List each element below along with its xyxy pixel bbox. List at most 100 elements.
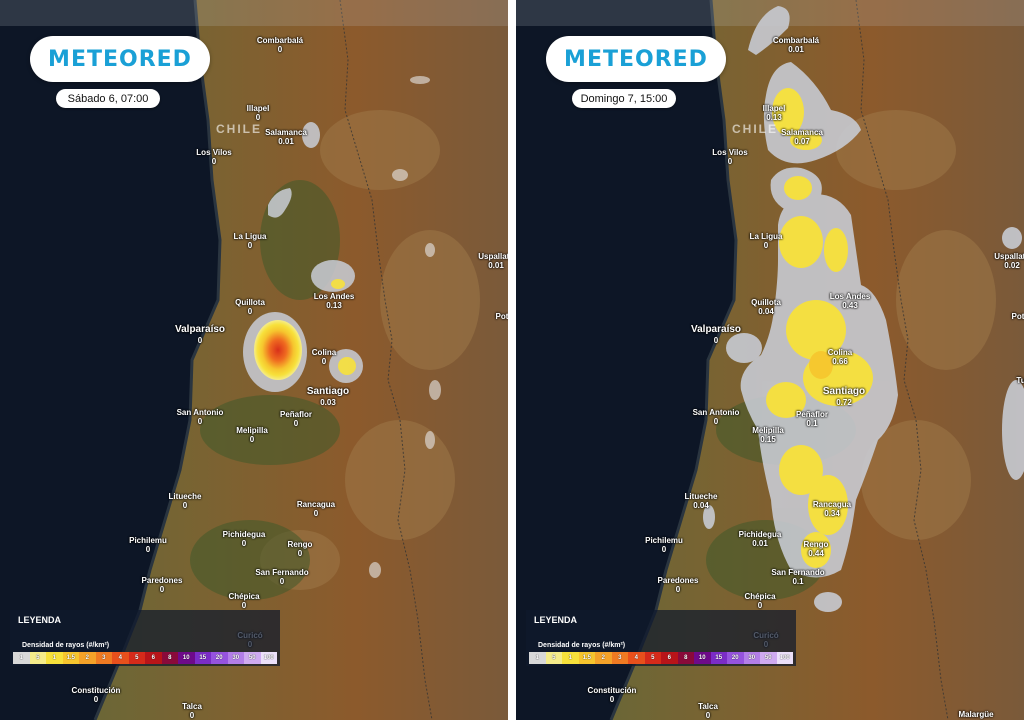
legend-swatch: 1 [46,652,63,664]
place-label: Quillota 0.04 [751,298,781,316]
place-name: Uspallata [478,252,508,261]
place-name: San Antonio [692,408,740,417]
legend-subtitle: Densidad de rayos (#/km²) [538,642,626,649]
place-value: 0.66 [832,357,848,366]
legend-swatch: 5 [545,652,562,664]
place-value: 0 [249,435,255,444]
place-name: Peñaflor [795,410,829,419]
place-name: Rengo [803,540,829,549]
place-label: Uspallata0.01 [478,252,508,270]
place-value: 0 [675,585,681,594]
place-label: Los Vilos 0 [712,148,747,166]
place-label: Chépica 0 [744,592,775,610]
legend-scale: 1 5 1 1.5 2 3 4 5 6 8 10 15 20 30 50 100 [13,652,277,664]
place-label: Santiago 0.03 [307,386,349,408]
place-name: Melipilla [236,426,268,435]
legend-swatch: 100 [776,652,793,664]
place-value: 0 [313,509,319,518]
place-name: Talca [182,702,202,711]
place-value: 0 [661,545,667,554]
place-name: Los Vilos [196,148,232,157]
place-name: Uspallata [994,252,1024,261]
legend-swatch: 1 [529,652,546,664]
legend-swatch: 1.5 [578,652,595,664]
place-value: 0 [609,695,615,704]
satellite-map [516,0,1024,720]
place-value: 0 [197,336,203,345]
legend-swatch: 8 [161,652,178,664]
place-value: 0 [705,711,711,720]
place-label: Talca 0 [182,702,202,720]
brand-text: METEORED [48,46,192,72]
place-label: Quillota 0 [235,298,265,316]
place-label: Malargüe [958,710,993,719]
place-label: Valparaíso 0 [691,324,741,346]
place-label: Combarbalá 0 [257,36,303,54]
place-name: Salamanca [781,128,823,137]
place-value: 0.1 [792,577,804,586]
place-value: 0.04 [758,307,774,316]
place-value: 0.01 [278,137,294,146]
meteored-logo: METEORED [30,36,210,82]
place-value: 0 [277,45,283,54]
legend-swatch: 2 [79,652,96,664]
place-value: 0 [197,417,203,426]
place-value: 0 [255,113,261,122]
legend-swatch: 20 [211,652,228,664]
place-value: 0 [279,577,285,586]
legend-swatch: 5 [29,652,46,664]
place-name: San Fernando [771,568,825,577]
place-label: Peñaflor 0.1 [796,410,828,428]
place-label: Melipilla 0 [236,426,268,444]
place-label: San Fernando 0.1 [771,568,824,586]
place-value: 0.04 [693,501,709,510]
place-label: Combarbalá 0.01 [773,36,819,54]
legend-swatch: 1 [562,652,579,664]
map-panel-saturday: METEORED Sábado 6, 07:00 CHILE Combarbal… [0,0,508,720]
place-label: San Antonio 0 [693,408,740,426]
place-label: Paredones 0 [658,576,699,594]
place-label: Rengo 0.44 [804,540,829,558]
place-label: Santiago 0.72 [823,386,865,408]
place-name: Los Vilos [712,148,748,157]
place-name: Constitución [71,686,121,695]
place-label: Los Andes 0.13 [314,292,355,310]
legend-swatch: 10 [178,652,195,664]
place-label: Litueche 0.04 [685,492,718,510]
place-value: 0 [159,585,165,594]
place-label: Los Andes 0.43 [830,292,871,310]
legend-swatch: 6 [145,652,162,664]
place-label: Pot [496,312,508,321]
meteored-logo: METEORED [546,36,726,82]
place-label: Rancagua 0.34 [813,500,851,518]
legend-subtitle: Densidad de rayos (#/km²) [22,642,110,649]
place-name: Melipilla [752,426,784,435]
place-name: Colina [827,348,853,357]
place-value: 0.03 [320,398,336,407]
place-label: Pichilemu 0 [129,536,167,554]
satellite-map [0,0,508,720]
time-label: Domingo 7, 15:00 [572,89,676,108]
place-value: 0.07 [794,137,810,146]
place-name: Pot [495,312,508,321]
place-label: Rancagua 0 [297,500,335,518]
place-name: Chépica [228,592,260,601]
place-label: La Ligua 0 [234,232,267,250]
place-label: Chépica 0 [228,592,259,610]
place-value: 0.44 [808,549,824,558]
place-value: 0.1 [806,419,818,428]
legend-swatch: 30 [743,652,760,664]
place-value: 0 [241,539,247,548]
legend-swatch: 50 [760,652,777,664]
legend-swatch: 20 [727,652,744,664]
place-label: San Fernando 0 [255,568,308,586]
place-name: Quillota [751,298,781,307]
place-value: 0 [321,357,327,366]
legend-swatch: 1.5 [62,652,79,664]
place-name: Rancagua [296,500,336,509]
place-name: Chépica [744,592,776,601]
legend-swatch: 5 [128,652,145,664]
legend-swatch: 3 [611,652,628,664]
place-label: San Antonio 0 [177,408,224,426]
place-name: Pot [1011,312,1024,321]
